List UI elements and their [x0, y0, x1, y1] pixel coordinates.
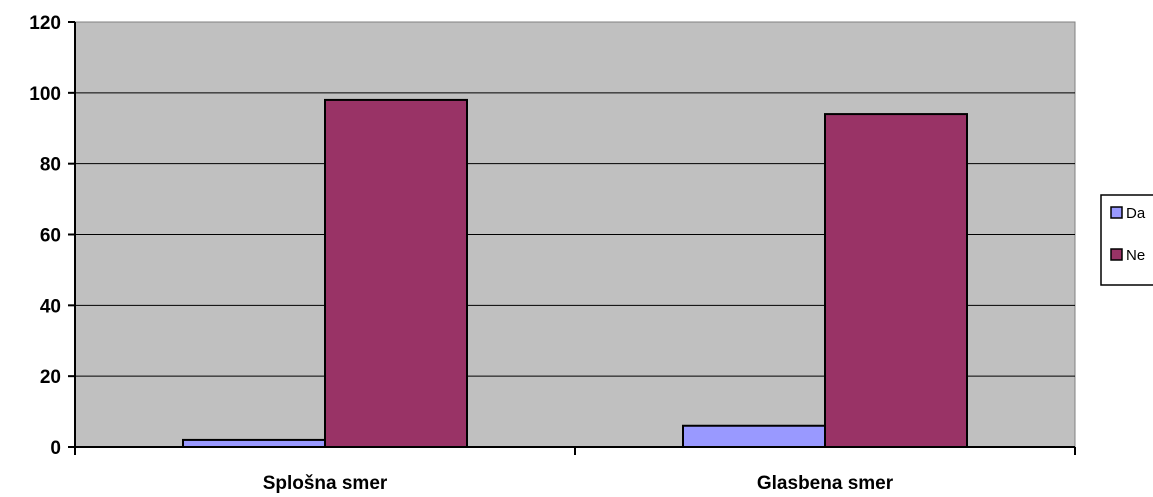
x-tick-label: Glasbena smer	[757, 473, 894, 494]
y-tick-label: 20	[40, 367, 61, 388]
y-tick-label: 80	[40, 155, 61, 176]
y-axis-ticks: 0 20 40 60 80 100 120	[29, 13, 75, 459]
y-tick-label: 120	[29, 13, 61, 34]
bar-da-1	[683, 426, 825, 447]
y-tick-label: 60	[40, 226, 61, 247]
bar-ne-1	[825, 114, 967, 447]
bar-da-0	[183, 440, 325, 447]
legend-swatch-ne	[1111, 249, 1122, 260]
y-tick-label: 100	[29, 84, 61, 105]
legend-label-ne: Ne	[1126, 247, 1145, 264]
legend: Da Ne	[1101, 195, 1153, 285]
legend-swatch-da	[1111, 207, 1122, 218]
x-tick-label: Splošna smer	[263, 473, 388, 494]
y-tick-label: 40	[40, 296, 61, 317]
bar-ne-0	[325, 100, 467, 447]
x-axis-ticks: Splošna smer Glasbena smer	[75, 447, 1075, 494]
y-tick-label: 0	[50, 438, 61, 459]
legend-label-da: Da	[1126, 205, 1146, 222]
